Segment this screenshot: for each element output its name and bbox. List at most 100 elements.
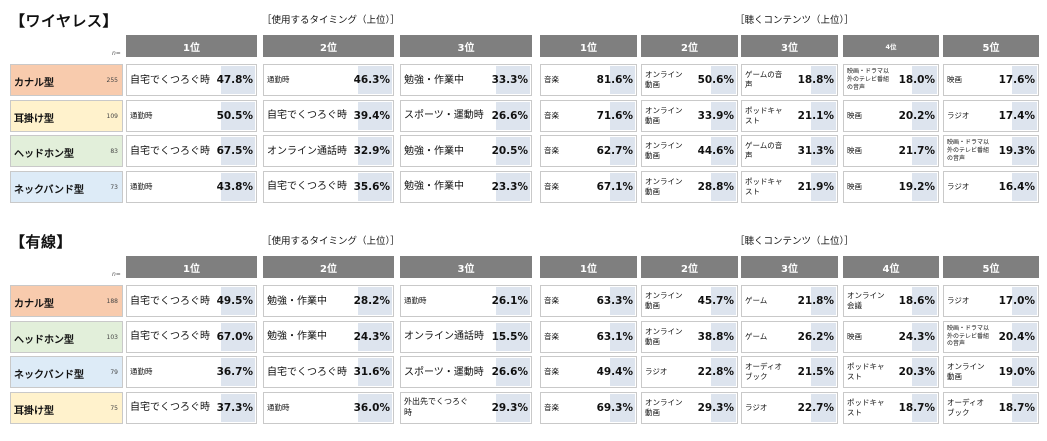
- timing-label: 自宅でくつろぐ時: [267, 366, 347, 378]
- content-label: オンライン 動画: [645, 105, 683, 125]
- content-label: ポッドキャ スト: [847, 397, 885, 417]
- timing-label: 勉強・作業中: [404, 181, 464, 192]
- percent-bar: [610, 101, 635, 130]
- percent-bar: [912, 322, 937, 351]
- earphone-type-name: ヘッドホン型: [14, 334, 74, 346]
- percent-bar: [912, 393, 937, 422]
- timing-label: 通勤時: [267, 75, 290, 85]
- content-label: ラジオ: [947, 181, 970, 191]
- timing-cell: スポーツ・運動時 26.6%: [400, 99, 532, 132]
- percent-bar: [610, 322, 635, 351]
- percent-value: 31.6%: [353, 366, 390, 378]
- percent-bar: [221, 393, 255, 422]
- percent-value: 44.6%: [697, 145, 734, 157]
- timing-cell: 自宅でくつろぐ時 37.3%: [126, 391, 257, 424]
- percent-value: 63.1%: [596, 330, 633, 343]
- row-label: カナル型 188: [10, 285, 123, 317]
- content-label: 音楽: [544, 75, 559, 85]
- percent-value: 28.8%: [697, 180, 734, 193]
- content-label: ラジオ: [645, 367, 668, 377]
- percent-bar: [221, 358, 255, 386]
- percent-bar: [811, 137, 836, 165]
- percent-bar: [610, 66, 635, 94]
- percent-bar: [221, 287, 255, 315]
- percent-value: 50.5%: [216, 109, 253, 122]
- content-label: 音楽: [544, 367, 559, 377]
- percent-value: 23.3%: [491, 180, 528, 193]
- timing-label: 通勤時: [267, 402, 290, 412]
- timing-label: 自宅でくつろぐ時: [130, 402, 210, 413]
- content-label: オンライン 動画: [645, 326, 683, 346]
- content-cell: 映画 20.2%: [843, 99, 939, 132]
- content-cell: 音楽 49.4%: [540, 356, 637, 388]
- timing-cell: 自宅でくつろぐ時 35.6%: [263, 170, 394, 203]
- percent-bar: [1012, 322, 1037, 351]
- sample-size: 73: [110, 183, 118, 191]
- percent-value: 67.0%: [216, 330, 253, 343]
- content-cell: 音楽 62.7%: [540, 135, 637, 167]
- n-label: n=: [112, 50, 121, 57]
- content-label: 映画・ドラマ以 外のテレビ番組 の音声: [947, 139, 990, 162]
- content-cell: オンライン 動画 45.7%: [641, 285, 738, 317]
- row-label: ヘッドホン型 83: [10, 135, 123, 167]
- section-title: 【有線】: [10, 233, 73, 251]
- percent-value: 43.8%: [216, 180, 253, 193]
- percent-value: 19.0%: [998, 366, 1035, 378]
- percent-value: 29.3%: [491, 401, 528, 414]
- percent-bar: [1012, 101, 1037, 130]
- section-title: 【ワイヤレス】: [10, 12, 119, 30]
- percent-value: 63.3%: [596, 295, 633, 307]
- percent-bar: [711, 393, 736, 422]
- timing-label: 勉強・作業中: [404, 145, 464, 157]
- percent-value: 18.8%: [797, 74, 834, 86]
- content-label: ゲームの音声: [745, 141, 783, 160]
- content-rank-header: 5位: [943, 35, 1039, 57]
- percent-value: 45.7%: [697, 295, 734, 307]
- timing-rank-header: 3位: [400, 35, 532, 57]
- percent-value: 19.2%: [898, 180, 935, 193]
- percent-value: 35.6%: [353, 180, 390, 193]
- content-label: オンライン 動画: [947, 362, 985, 381]
- content-label: オンライン 会議: [847, 291, 885, 310]
- percent-bar: [1012, 66, 1037, 94]
- percent-bar: [912, 137, 937, 165]
- content-rank-header: 2位: [641, 35, 738, 57]
- content-label: ラジオ: [947, 110, 970, 120]
- timing-cell: 勉強・作業中 24.3%: [263, 320, 394, 353]
- content-cell: ポッドキャ スト 18.7%: [843, 391, 939, 424]
- timing-label: 通勤時: [130, 367, 153, 377]
- timing-cell: オンライン通話時 15.5%: [400, 320, 532, 353]
- percent-bar: [711, 101, 736, 130]
- earphone-type-name: ネックバンド型: [14, 184, 84, 196]
- content-rank-header: 3位: [741, 35, 838, 57]
- content-rank-header: 4位: [843, 35, 939, 57]
- content-cell: ゲーム 26.2%: [741, 320, 838, 353]
- percent-bar: [811, 322, 836, 351]
- timing-cell: 勉強・作業中 20.5%: [400, 135, 532, 167]
- percent-value: 24.3%: [353, 330, 390, 343]
- content-label: 映画: [847, 331, 862, 341]
- timing-cell: 通勤時 36.0%: [263, 391, 394, 424]
- content-group-title: ［聴くコンテンツ（上位）］: [735, 236, 854, 247]
- timing-cell: 自宅でくつろぐ時 31.6%: [263, 356, 394, 388]
- percent-value: 26.6%: [491, 109, 528, 122]
- timing-cell: 勉強・作業中 23.3%: [400, 170, 532, 203]
- percent-value: 21.1%: [797, 109, 834, 122]
- content-label: 映画: [847, 146, 862, 156]
- percent-value: 22.8%: [697, 366, 734, 378]
- percent-bar: [610, 137, 635, 165]
- earphone-type-name: カナル型: [14, 299, 54, 310]
- row-label: 耳掛け型 109: [10, 99, 123, 132]
- timing-label: 自宅でくつろぐ時: [130, 74, 210, 86]
- percent-value: 69.3%: [596, 401, 633, 414]
- row-label: ヘッドホン型 103: [10, 320, 123, 353]
- content-label: 映画・ドラマ以 外のテレビ番組 の音声: [947, 324, 990, 348]
- percent-value: 26.2%: [797, 330, 834, 343]
- timing-label: 勉強・作業中: [267, 295, 327, 307]
- content-cell: ラジオ 22.8%: [641, 356, 738, 388]
- percent-bar: [912, 172, 937, 201]
- timing-cell: 通勤時 36.7%: [126, 356, 257, 388]
- content-cell: ゲームの音声 31.3%: [741, 135, 838, 167]
- percent-value: 26.1%: [491, 295, 528, 307]
- sample-size: 103: [106, 333, 118, 341]
